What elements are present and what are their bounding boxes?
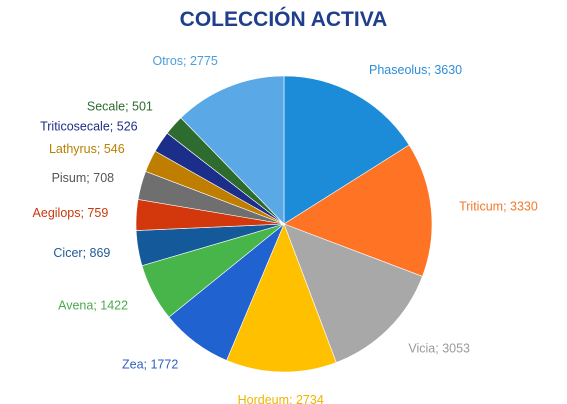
slice-label-vicia: Vicia; 3053 [408,342,470,356]
slice-label-triticosecale: Triticosecale; 526 [40,119,138,133]
slice-label-otros: Otros; 2775 [152,54,217,68]
pie-slice-otros [180,75,285,225]
slice-label-cicer: Cicer; 869 [53,246,110,260]
pie-slice-hordeum [226,223,337,373]
pie-slice-phaseolus [283,75,410,225]
pie-slice-triticum [283,144,433,277]
slice-label-lathyrus: Lathyrus; 546 [49,142,125,156]
slice-label-triticum: Triticum; 3330 [459,199,538,213]
chart-title: COLECCIÓN ACTIVA [179,8,388,31]
slice-label-aegilops: Aegilops; 759 [33,206,109,220]
slice-label-hordeum: Hordeum; 2734 [238,393,324,404]
pie-slices [135,75,433,373]
pie-slice-vicia [283,223,423,363]
slice-label-secale: Secale; 501 [87,100,153,114]
pie-labels: Phaseolus; 3630 Triticum; 3330 Vicia; 3053… [33,54,538,404]
slice-label-avena: Avena; 1422 [58,299,128,313]
slice-label-zea: Zea; 1772 [122,358,178,372]
slice-label-pisum: Pisum; 708 [52,171,115,185]
slice-label-phaseolus: Phaseolus; 3630 [369,63,462,77]
